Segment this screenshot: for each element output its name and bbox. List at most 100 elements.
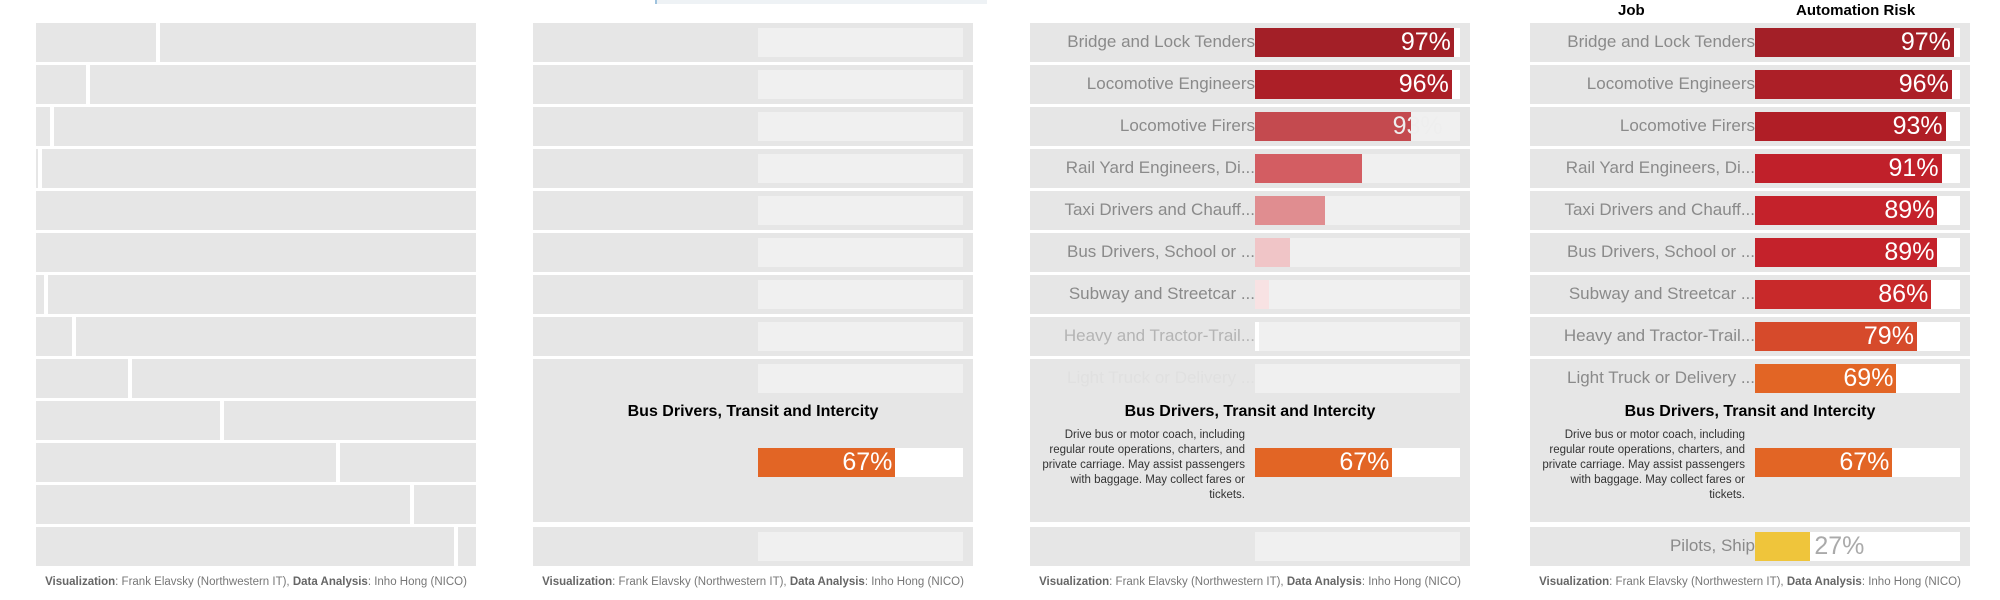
ghost-segment — [36, 233, 476, 272]
bar-track — [1255, 532, 1460, 561]
ghost-segment — [36, 359, 128, 398]
bar — [1755, 70, 1952, 99]
bar — [1755, 364, 1897, 393]
bar-track: 93% — [1255, 112, 1460, 141]
bar-value: 86% — [1878, 280, 1929, 308]
bar-track: 91% — [1755, 154, 1960, 183]
viz-credit: : Frank Elavsky (Northwestern IT), — [1109, 576, 1287, 588]
viz-credit: : Frank Elavsky (Northwestern IT), — [115, 576, 293, 588]
bar-track — [758, 196, 963, 225]
bar-track: 69% — [1755, 364, 1960, 393]
ghost-segment — [36, 275, 44, 314]
focus-bar-value: 67% — [842, 448, 893, 476]
ghost-segment — [90, 65, 476, 104]
bar-label: Rail Yard Engineers, Di... — [1565, 158, 1755, 177]
bar-label: Taxi Drivers and Chauff... — [1064, 200, 1255, 219]
ghost-segment — [36, 401, 220, 440]
ghost-row — [36, 65, 476, 104]
analysis-credit-label: Data Analysis — [1786, 576, 1862, 588]
viz-credit-label: Visualization — [1539, 576, 1610, 588]
focus-bar-track: 67% — [1255, 448, 1460, 477]
chart-frame-4: Job Automation Risk Bus Drivers, Transit… — [1530, 0, 1970, 600]
ghost-segment — [36, 23, 156, 62]
bar-track — [758, 364, 963, 393]
focus-title: Bus Drivers, Transit and Intercity — [1124, 403, 1376, 420]
bar — [1755, 280, 1932, 309]
ghost-segment — [340, 443, 476, 482]
focus-title: Bus Drivers, Transit and Intercity — [627, 403, 879, 420]
chart-frame-3: Bus Drivers, Transit and Intercity Drive… — [1030, 0, 1470, 600]
bar — [1755, 196, 1938, 225]
bar — [1755, 532, 1811, 561]
viz-credit: : Frank Elavsky (Northwestern IT), — [1609, 576, 1787, 588]
bar-track: 97% — [1255, 28, 1460, 57]
bar-track: 96% — [1255, 70, 1460, 99]
analysis-credit-label: Data Analysis — [789, 576, 865, 588]
bar-track: 27% — [1755, 532, 1960, 561]
bar-value: 69% — [1843, 364, 1894, 392]
focus-bar-value: 67% — [1839, 448, 1890, 476]
bar-track: 97% — [1755, 28, 1960, 57]
bar-label: Locomotive Engineers — [1586, 74, 1755, 93]
bar — [1255, 112, 1411, 141]
job-column-header: Job — [1618, 2, 1645, 19]
bar — [1255, 70, 1452, 99]
bar-track — [758, 28, 963, 57]
bar — [1255, 154, 1362, 183]
ghost-row — [36, 401, 476, 440]
ghost-row — [36, 275, 476, 314]
bar — [1255, 196, 1325, 225]
bar — [1755, 322, 1917, 351]
bar-label: Heavy and Tractor-Trail... — [1063, 326, 1255, 345]
credits-footer: Visualization: Frank Elavsky (Northweste… — [36, 576, 476, 588]
bar-label: Taxi Drivers and Chauff... — [1564, 200, 1755, 219]
ghost-row — [36, 233, 476, 272]
bar-track: 96% — [1755, 70, 1960, 99]
viz-credit-label: Visualization — [1039, 576, 1110, 588]
bar-label: Locomotive Firers — [1119, 116, 1255, 135]
viz-credit: : Frank Elavsky (Northwestern IT), — [612, 576, 790, 588]
ghost-row — [36, 443, 476, 482]
credits-footer: Visualization: Frank Elavsky (Northweste… — [1530, 576, 1970, 588]
bar-value: 93% — [1892, 112, 1943, 140]
bar-value: 89% — [1884, 238, 1935, 266]
focus-bar — [1255, 448, 1393, 477]
bar-track: 89% — [1755, 196, 1960, 225]
bar-value: 27% — [1814, 532, 1865, 560]
bar-value: 97% — [1400, 28, 1451, 56]
ghost-row — [36, 527, 476, 566]
bar — [1255, 280, 1270, 309]
bar — [1755, 238, 1938, 267]
bar-track: 89% — [1755, 238, 1960, 267]
bar-value: 93% — [1392, 112, 1443, 140]
bar-track — [1255, 154, 1460, 183]
ghost-segment — [36, 191, 476, 230]
ghost-segment — [36, 149, 38, 188]
bar-track — [758, 280, 963, 309]
transition-indicator-line — [655, 0, 987, 4]
viz-credit-label: Visualization — [542, 576, 613, 588]
ghost-segment — [36, 443, 336, 482]
ghost-segment — [48, 275, 476, 314]
bar-label: Bridge and Lock Tenders — [1567, 32, 1755, 51]
credits-footer: Visualization: Frank Elavsky (Northweste… — [1030, 576, 1470, 588]
bar-track — [758, 238, 963, 267]
bar-track: 93% — [1755, 112, 1960, 141]
ghost-segment — [160, 23, 476, 62]
ghost-segment — [414, 485, 476, 524]
bar — [1755, 154, 1942, 183]
bar-value: 89% — [1884, 196, 1935, 224]
ghost-segment — [224, 401, 476, 440]
bar-label: Locomotive Firers — [1619, 116, 1755, 135]
bar-track — [758, 322, 963, 351]
ghost-segment — [36, 485, 410, 524]
bar-label: Heavy and Tractor-Trail... — [1563, 326, 1755, 345]
bar — [1255, 28, 1454, 57]
bar-label: Subway and Streetcar ... — [1568, 284, 1755, 303]
bar-track — [758, 70, 963, 99]
chart-frame-2: Bus Drivers, Transit and Intercity 67% V… — [533, 0, 973, 600]
bar-label: Subway and Streetcar ... — [1068, 284, 1255, 303]
bar-value: 79% — [1863, 322, 1914, 350]
ghost-segment — [458, 527, 476, 566]
bar-value: 97% — [1900, 28, 1951, 56]
